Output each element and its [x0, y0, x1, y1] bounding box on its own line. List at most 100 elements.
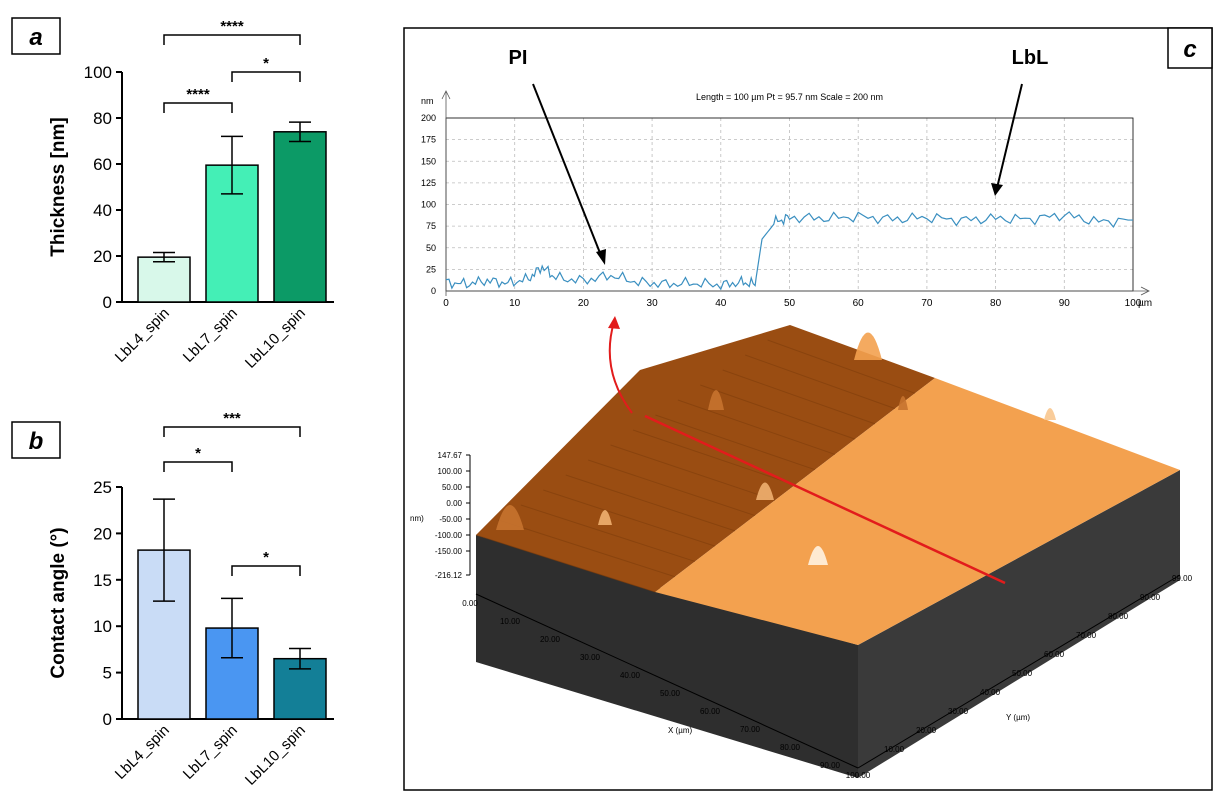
y-tick-label: 20: [93, 247, 112, 266]
y-tick-label: 0: [431, 286, 436, 296]
category-label: LbL10_spin: [242, 305, 309, 372]
y-tick-label-3d: 20.00: [916, 726, 937, 735]
surface-texture: [744, 354, 896, 410]
y-tick-label: 0: [103, 293, 112, 312]
bar-LbL4_spin: [137, 256, 191, 303]
x-tick-label: 80: [990, 298, 1002, 309]
y-axis-3d: [857, 574, 1181, 769]
y-tick-label-3d: 70.00: [1076, 631, 1097, 640]
z-tick-label: 147.67: [438, 451, 463, 460]
x-tick-label-end: 100.00: [846, 771, 871, 780]
surface-pi-region: [476, 325, 935, 592]
surface-texture: [767, 339, 916, 394]
surface-texture: [655, 414, 816, 471]
y-axis-label-3d: Y (µm): [1006, 713, 1030, 722]
surface-peak: [708, 390, 724, 410]
panel-label-c: c: [1183, 36, 1196, 63]
y-tick-label: 25: [93, 478, 112, 497]
y-tick-label-3d: 10.00: [884, 745, 905, 754]
x-tick-label: 30.00: [580, 653, 601, 662]
y-tick-label: 10: [93, 617, 112, 636]
x-tick-label: 20.00: [540, 635, 561, 644]
category-label: LbL4_spin: [112, 305, 173, 366]
bar-LbL10_spin: [273, 131, 327, 303]
y-tick-label: 60: [93, 155, 112, 174]
significance-bracket: [231, 71, 301, 82]
y-tick-label-3d: 80.00: [1108, 612, 1129, 621]
y-tick-label: 100: [84, 63, 112, 82]
significance-bracket: [163, 461, 233, 472]
category-label: LbL7_spin: [180, 722, 241, 783]
significance-label: *: [195, 445, 201, 462]
y-arrow-head: [441, 90, 451, 100]
x-tick-label: 0.00: [462, 599, 478, 608]
annotation-pi: PI: [509, 47, 528, 69]
surface-peak: [756, 482, 774, 500]
panel-label-b: b: [29, 428, 44, 455]
surface-texture: [722, 369, 876, 425]
y-tick-label: 50: [426, 243, 436, 253]
surface-front-wall: [476, 535, 858, 778]
y-tick-label: 25: [426, 264, 436, 274]
significance-label: *: [263, 55, 269, 72]
x-tick-label: 20: [578, 298, 590, 309]
panel-label-c-box: c: [1167, 27, 1213, 69]
x-tick-label: 90.00: [820, 761, 841, 770]
z-tick-label: -50.00: [439, 515, 462, 524]
surface-texture: [610, 444, 776, 501]
y-tick-label-3d: 60.00: [1044, 650, 1065, 659]
panel-label-a-box: a: [11, 17, 61, 55]
y-tick-label-3d: 30.00: [948, 707, 969, 716]
x-tick-label: 0: [443, 298, 449, 309]
x-tick-label: 50: [784, 298, 796, 309]
surface-arrow-head: [608, 316, 620, 329]
y-tick-label: 5: [103, 664, 112, 683]
z-tick-label: 100.00: [438, 467, 463, 476]
significance-bracket: [231, 565, 301, 576]
x-tick-label: 40.00: [620, 671, 641, 680]
surface-lbl-region: [655, 378, 1180, 645]
y-tick-label: 100: [421, 200, 436, 210]
surface-3d-afm: nm) 147.67 100.00 50.00 0.00 -50.00 -100.00 -15…: [410, 316, 1193, 780]
x-axis-label-3d: X (µm): [668, 726, 692, 735]
y-tick-label: 125: [421, 178, 436, 188]
surface-texture: [498, 519, 676, 578]
x-unit-label: µm: [1138, 298, 1152, 309]
surface-texture: [632, 429, 796, 486]
z-axis-label: nm): [410, 514, 424, 523]
category-label: LbL4_spin: [112, 722, 173, 783]
profile-title: Length = 100 µm Pt = 95.7 nm Scale = 200…: [696, 92, 883, 102]
surface-texture: [565, 474, 736, 532]
chart-c-profile: Length = 100 µm Pt = 95.7 nm Scale = 200…: [421, 47, 1152, 309]
x-tick-label: 60.00: [700, 707, 721, 716]
annotation-arrow-pi-head: [596, 249, 606, 265]
significance-label: ****: [186, 86, 210, 103]
x-tick-label: 90: [1059, 298, 1071, 309]
surface-peak: [898, 396, 908, 410]
y-tick-label: 15: [93, 571, 112, 590]
x-tick-label: 10.00: [500, 617, 521, 626]
surface-peak: [598, 510, 612, 525]
y-tick-label: 75: [426, 221, 436, 231]
panel-label-a: a: [29, 24, 42, 51]
surface-texture: [475, 534, 656, 593]
z-tick-label: 0.00: [446, 499, 462, 508]
y-tick-label-3d: 40.00: [980, 688, 1001, 697]
annotation-arrow-pi: [532, 83, 603, 259]
annotation-arrow-lbl-head: [991, 183, 1003, 196]
z-tick-label: -150.00: [435, 547, 463, 556]
surface-side-wall: [858, 470, 1180, 778]
z-tick-label: 50.00: [442, 483, 463, 492]
y-tick-label-3d: 99.00: [1172, 574, 1193, 583]
x-arrow-head: [1140, 286, 1150, 296]
x-tick-label: 10: [509, 298, 521, 309]
y-tick-label: 80: [93, 109, 112, 128]
y-tick-label: 0: [103, 710, 112, 729]
surface-texture: [520, 504, 696, 562]
panel-label-b-box: b: [11, 421, 61, 459]
y-tick-label: 40: [93, 201, 112, 220]
x-tick-label: 100: [1125, 298, 1142, 309]
z-tick-label: -216.12: [435, 571, 463, 580]
